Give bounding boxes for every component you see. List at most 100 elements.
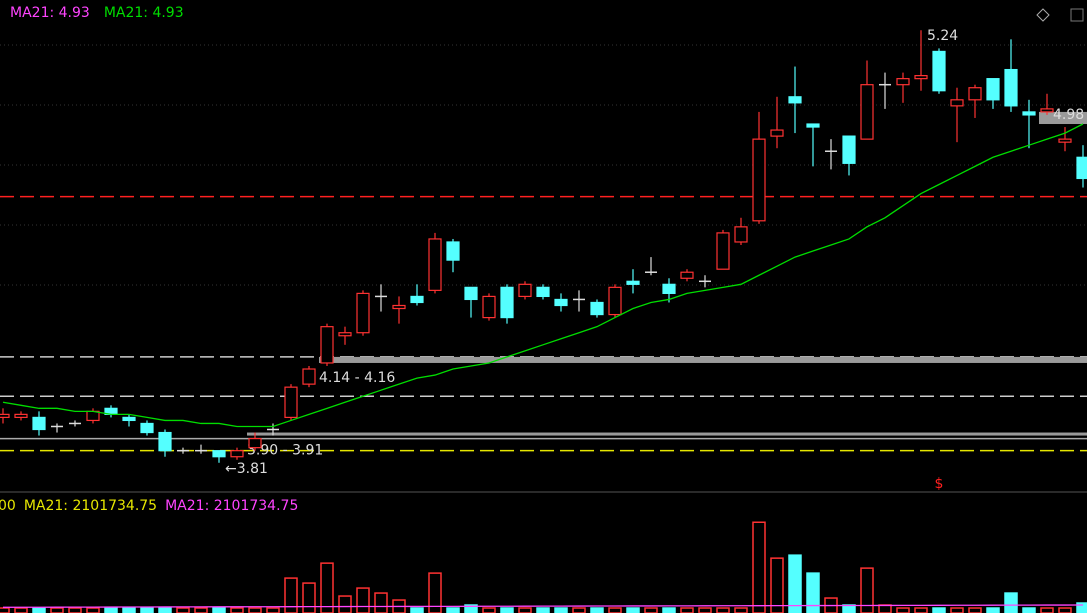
- volume-bar: [752, 521, 766, 613]
- volume-bar: [212, 607, 226, 613]
- volume-bar: [140, 607, 154, 613]
- candle-body: [968, 87, 982, 101]
- volume-bar: [554, 607, 568, 613]
- candle-body: [500, 286, 514, 319]
- candle-body: [302, 368, 316, 385]
- candle-body: [932, 50, 946, 92]
- candle-body: [590, 301, 604, 316]
- volume-bar: [590, 607, 604, 613]
- candle-body: [338, 332, 352, 337]
- legend-entry: MA21: 4.93: [104, 5, 184, 21]
- candle-body: [122, 416, 136, 422]
- price-zone: [319, 356, 1087, 363]
- volume-bar: [248, 607, 262, 613]
- volume-bar: [230, 607, 244, 613]
- volume-bar: [1040, 607, 1054, 613]
- volume-ma-line: [2, 604, 1084, 608]
- volume-bar: [14, 607, 28, 613]
- volume-bar: [158, 607, 172, 613]
- volume-bar: [770, 557, 784, 613]
- volume-legend-entry: 00: [0, 498, 16, 514]
- price-zone: [247, 432, 1087, 436]
- volume-bar: [932, 607, 946, 613]
- candle-body: [1040, 108, 1054, 113]
- volume-bar: [896, 607, 910, 613]
- candle-body: [248, 437, 262, 449]
- candle-body: [608, 286, 622, 316]
- volume-bar: [0, 607, 10, 613]
- candle-body: [1022, 111, 1036, 116]
- candle-body: [752, 138, 766, 222]
- volume-bar: [626, 607, 640, 613]
- candle-body: [482, 295, 496, 319]
- volume-bar: [878, 604, 892, 613]
- volume-bar: [104, 607, 118, 613]
- volume-bar: [86, 607, 100, 613]
- candle-body: [626, 280, 640, 285]
- zone-label: 4.14 - 4.16: [319, 370, 395, 386]
- volume-bar: [518, 607, 532, 613]
- annotation: ←3.81: [225, 461, 268, 477]
- candle-body: [230, 450, 244, 458]
- volume-bar: [680, 607, 694, 613]
- candle-body: [986, 78, 1000, 101]
- volume-bar: [698, 607, 712, 613]
- candle-body: [0, 413, 10, 419]
- candle-body: [842, 135, 856, 164]
- volume-bar: [572, 607, 586, 613]
- candle-body: [914, 75, 928, 80]
- candle-body: [284, 386, 298, 419]
- volume-bar: [662, 607, 676, 613]
- volume-bar: [302, 582, 316, 613]
- candle-body: [662, 283, 676, 294]
- volume-bar: [374, 592, 388, 613]
- volume-bar: [734, 607, 748, 613]
- volume-bar: [320, 562, 334, 613]
- annotation: 4.98: [1053, 107, 1084, 123]
- volume-bar: [194, 607, 208, 613]
- volume-bar: [860, 567, 874, 613]
- candle-body: [392, 304, 406, 310]
- volume-bar: [68, 607, 82, 613]
- volume-bar: [1058, 607, 1072, 613]
- volume-bar: [122, 607, 136, 613]
- volume-bar: [644, 607, 658, 613]
- annotation: 5.24: [927, 28, 958, 44]
- candle-body: [734, 226, 748, 243]
- candle-body: [716, 232, 730, 270]
- candle-body: [680, 271, 694, 279]
- diamond-icon[interactable]: [1036, 8, 1050, 22]
- volume-bar: [806, 572, 820, 613]
- volume-bar: [950, 607, 964, 613]
- volume-bar: [716, 607, 730, 613]
- candle-body: [554, 298, 568, 307]
- candle-body: [410, 295, 424, 304]
- zone-label: 3.90 - 3.91: [247, 443, 323, 459]
- candle-body: [1058, 138, 1072, 143]
- candle-body: [518, 283, 532, 298]
- legend-entry: MA21: 4.93: [10, 5, 90, 21]
- candle-body: [446, 241, 460, 261]
- candle-body: [356, 292, 370, 334]
- grid: [0, 44, 1087, 286]
- volume-bar: [410, 607, 424, 613]
- candle-body: [1004, 68, 1018, 107]
- volume-bar: [482, 607, 496, 613]
- candle-body: [860, 84, 874, 140]
- candle-body: [212, 450, 226, 458]
- volume-bar: [914, 607, 928, 613]
- candle-body: [464, 286, 478, 301]
- volume-bar: [1076, 602, 1087, 613]
- volume-bar: [50, 607, 64, 613]
- volume-bar: [338, 595, 352, 613]
- window-icon[interactable]: [1070, 8, 1084, 22]
- volume-bar: [356, 587, 370, 613]
- volume-bar: [32, 607, 46, 613]
- annotation: $: [935, 476, 944, 492]
- candle-body: [536, 286, 550, 298]
- volume-bar: [608, 607, 622, 613]
- candle-body: [806, 123, 820, 128]
- candle-body: [140, 422, 154, 434]
- volume-bar: [968, 607, 982, 613]
